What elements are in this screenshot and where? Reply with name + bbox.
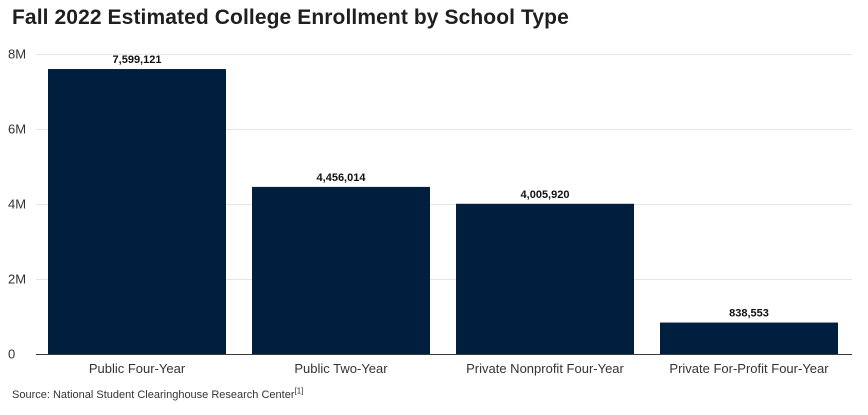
y-axis-tick-labels: 0 2M 4M 6M 8M xyxy=(8,47,26,362)
data-label: 7,599,121 xyxy=(113,54,162,66)
data-label: 838,553 xyxy=(729,308,769,320)
source-text: Source: National Student Clearinghouse R… xyxy=(12,389,295,401)
y-tick-label: 4M xyxy=(8,197,26,212)
bar[interactable] xyxy=(252,186,430,354)
y-tick-label: 8M xyxy=(8,47,26,62)
x-tick-label: Public Two-Year xyxy=(294,361,388,376)
bars xyxy=(48,69,838,354)
x-tick-label: Private Nonprofit Four-Year xyxy=(466,361,624,376)
data-label: 4,005,920 xyxy=(521,189,570,201)
bar[interactable] xyxy=(48,69,226,354)
bar[interactable] xyxy=(660,322,838,354)
y-tick-label: 6M xyxy=(8,122,26,137)
source-note: Source: National Student Clearinghouse R… xyxy=(12,386,304,401)
y-tick-label: 0 xyxy=(8,347,15,362)
y-tick-label: 2M xyxy=(8,272,26,287)
x-tick-label: Private For-Profit Four-Year xyxy=(669,361,829,376)
chart-title: Fall 2022 Estimated College Enrollment b… xyxy=(12,6,569,29)
x-axis-tick-labels: Public Four-Year Public Two-Year Private N… xyxy=(89,361,829,376)
x-tick-label: Public Four-Year xyxy=(89,361,186,376)
data-labels: 7,599,121 4,456,014 4,005,920 838,553 xyxy=(113,54,769,320)
data-label: 4,456,014 xyxy=(317,172,367,184)
bar[interactable] xyxy=(456,203,634,354)
source-reference[interactable]: [1] xyxy=(294,386,304,396)
